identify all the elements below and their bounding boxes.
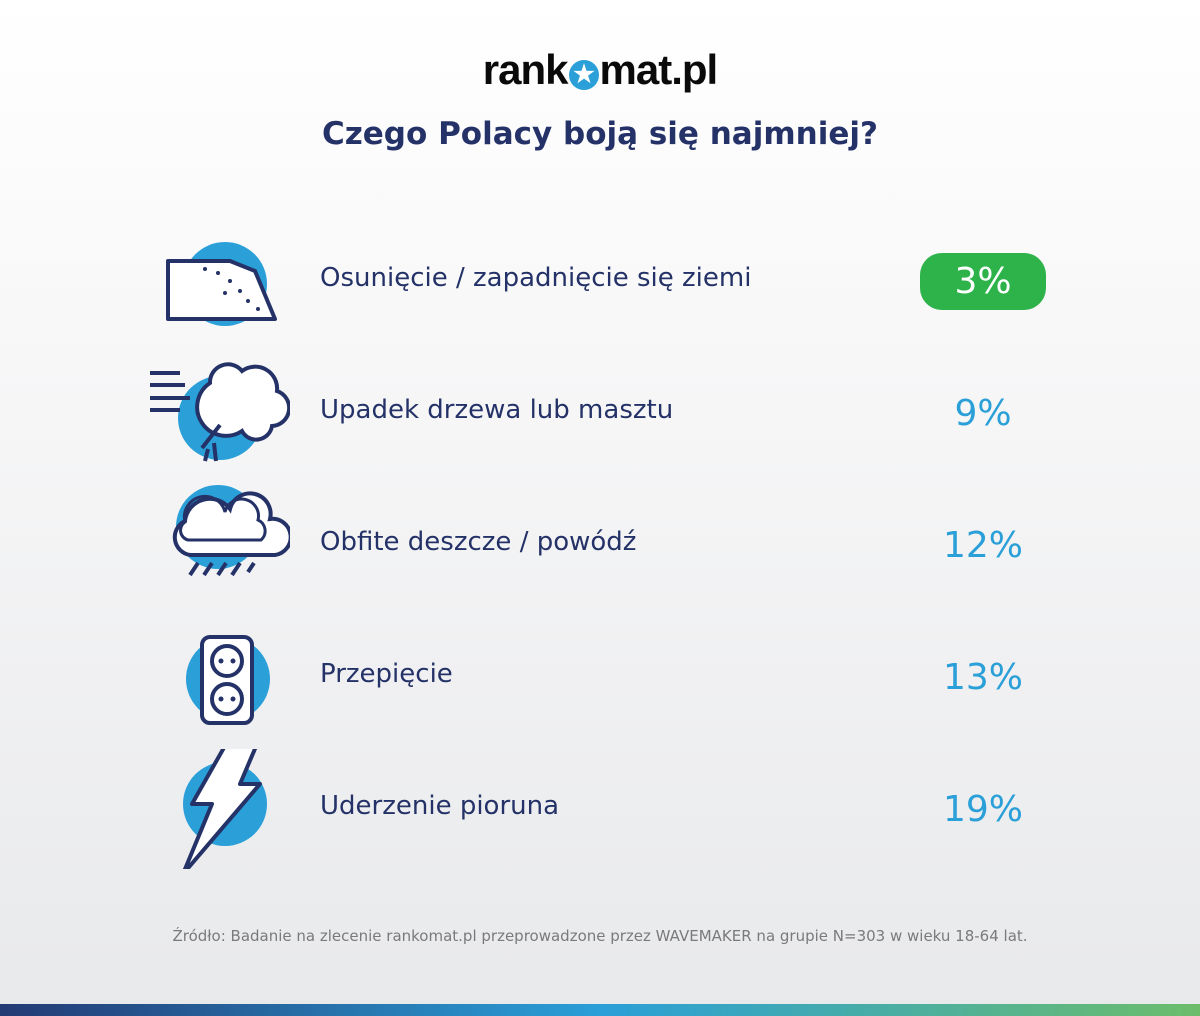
ranking-row: Osunięcie / zapadnięcie się ziemi 3% bbox=[0, 221, 1200, 341]
rain-cloud-icon bbox=[172, 485, 290, 577]
ranking-row: Upadek drzewa lub masztu 9% bbox=[0, 353, 1200, 473]
category-label: Obfite deszcze / powódź bbox=[320, 527, 637, 557]
category-label: Upadek drzewa lub masztu bbox=[320, 395, 674, 425]
bottom-gradient-bar bbox=[0, 1004, 1200, 1016]
rankomat-logo: rank ★ mat.pl bbox=[482, 46, 718, 93]
ranking-row: Uderzenie pioruna 19% bbox=[0, 749, 1200, 869]
percent-value: 9% bbox=[954, 393, 1012, 434]
falling-tree-icon bbox=[150, 362, 290, 462]
percent-value: 19% bbox=[942, 789, 1023, 830]
power-socket-icon bbox=[186, 635, 270, 725]
page-title: Czego Polacy boją się najmniej? bbox=[321, 116, 878, 152]
category-label: Przepięcie bbox=[320, 659, 453, 689]
category-label: Uderzenie pioruna bbox=[320, 791, 560, 821]
source-note: Źródło: Badanie na zlecenie rankomat.pl … bbox=[172, 927, 1028, 945]
landslide-icon bbox=[166, 242, 277, 326]
ranking-row: Przepięcie 13% bbox=[0, 617, 1200, 737]
ranking-row: Obfite deszcze / powódź 12% bbox=[0, 485, 1200, 605]
lightning-icon bbox=[182, 749, 267, 869]
percent-value: 12% bbox=[942, 525, 1023, 566]
category-label: Osunięcie / zapadnięcie się ziemi bbox=[320, 263, 752, 293]
percent-value: 3% bbox=[920, 253, 1046, 310]
percent-value: 13% bbox=[942, 657, 1023, 698]
